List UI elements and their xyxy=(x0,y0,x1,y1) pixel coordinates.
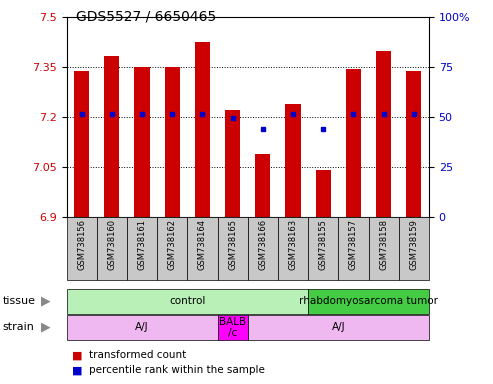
Text: GSM738164: GSM738164 xyxy=(198,219,207,270)
Bar xyxy=(376,51,391,217)
Bar xyxy=(97,217,127,280)
Bar xyxy=(135,67,149,217)
Text: tissue: tissue xyxy=(2,296,35,306)
Bar xyxy=(105,56,119,217)
Bar xyxy=(399,217,429,280)
Text: GSM738156: GSM738156 xyxy=(77,219,86,270)
Text: transformed count: transformed count xyxy=(89,350,186,360)
Text: A/J: A/J xyxy=(331,322,345,333)
Text: GSM738162: GSM738162 xyxy=(168,219,177,270)
Text: ▶: ▶ xyxy=(41,321,51,334)
Bar xyxy=(74,71,89,217)
Bar xyxy=(67,217,97,280)
Bar xyxy=(368,217,399,280)
Bar xyxy=(316,170,331,217)
Text: ■: ■ xyxy=(71,350,82,360)
Text: A/J: A/J xyxy=(135,322,149,333)
Bar xyxy=(217,315,247,340)
Text: strain: strain xyxy=(2,322,35,333)
Bar xyxy=(195,42,210,217)
Text: GSM738165: GSM738165 xyxy=(228,219,237,270)
Bar xyxy=(346,69,361,217)
Text: GSM738161: GSM738161 xyxy=(138,219,146,270)
Text: ■: ■ xyxy=(71,366,82,376)
Bar xyxy=(217,217,247,280)
Text: GDS5527 / 6650465: GDS5527 / 6650465 xyxy=(76,10,216,23)
Text: ▶: ▶ xyxy=(41,295,51,308)
Bar xyxy=(165,66,180,217)
Bar xyxy=(278,217,308,280)
Text: GSM738160: GSM738160 xyxy=(107,219,116,270)
Bar xyxy=(285,104,301,217)
Text: control: control xyxy=(169,296,206,306)
Text: rhabdomyosarcoma tumor: rhabdomyosarcoma tumor xyxy=(299,296,438,306)
Text: GSM738155: GSM738155 xyxy=(318,219,328,270)
Text: percentile rank within the sample: percentile rank within the sample xyxy=(89,366,265,376)
Bar xyxy=(67,289,308,314)
Bar xyxy=(308,217,338,280)
Bar xyxy=(248,315,429,340)
Text: GSM738163: GSM738163 xyxy=(288,219,298,270)
Text: GSM738157: GSM738157 xyxy=(349,219,358,270)
Text: BALB
/c: BALB /c xyxy=(219,316,246,338)
Bar xyxy=(225,111,240,217)
Bar xyxy=(187,217,217,280)
Bar xyxy=(338,217,368,280)
Text: GSM738166: GSM738166 xyxy=(258,219,267,270)
Bar xyxy=(67,315,217,340)
Bar xyxy=(157,217,187,280)
Bar xyxy=(308,289,429,314)
Bar xyxy=(127,217,157,280)
Bar xyxy=(248,217,278,280)
Bar xyxy=(255,154,270,217)
Bar xyxy=(406,71,422,217)
Text: GSM738158: GSM738158 xyxy=(379,219,388,270)
Text: GSM738159: GSM738159 xyxy=(409,219,419,270)
